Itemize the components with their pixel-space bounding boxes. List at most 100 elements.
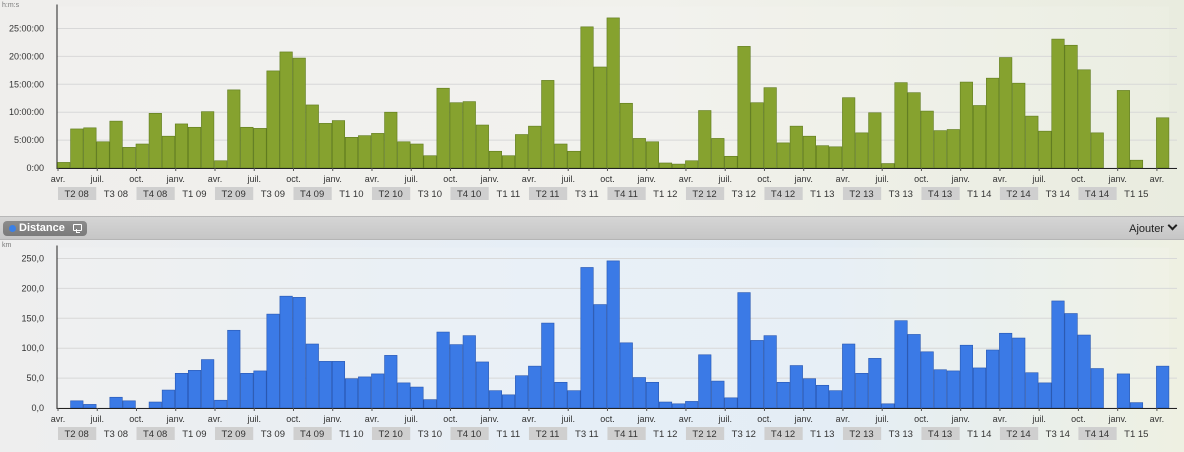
duration-month-label: oct. — [443, 174, 458, 184]
distance-bar — [907, 334, 921, 409]
duration-month-label: avr. — [208, 174, 223, 184]
duration-quarter-label: T1 11 — [497, 189, 521, 200]
duration-quarter-label: T1 14 — [967, 189, 991, 200]
add-button[interactable]: Ajouter — [1129, 220, 1178, 236]
distance-bar — [933, 369, 947, 409]
duration-bar — [449, 102, 463, 169]
distance-bar — [737, 292, 751, 409]
distance-bar — [358, 376, 372, 409]
distance-bar — [174, 373, 189, 409]
distance-bar — [750, 340, 764, 409]
duration-bar — [1025, 115, 1039, 169]
distance-month-label: avr. — [993, 414, 1008, 424]
duration-bar — [1129, 159, 1144, 169]
distance-bar — [711, 380, 725, 409]
duration-month-label: oct. — [286, 174, 301, 184]
duration-bar — [488, 150, 503, 169]
duration-month-label: janv. — [323, 174, 342, 184]
distance-month-label: juil. — [560, 414, 575, 424]
duration-bar — [933, 130, 947, 169]
duration-month-label: oct. — [757, 174, 772, 184]
duration-bar-chart[interactable]: 0:00 5:00:00 10:00:00 15:00:00 20:00:00 25:00… — [0, 0, 1184, 216]
duration-quarter-label: T3 11 — [575, 189, 599, 200]
duration-month-label: juil. — [560, 174, 575, 184]
distance-bar — [946, 370, 960, 409]
distance-bar — [763, 335, 777, 409]
distance-bar-chart[interactable]: 0,0 50,0 100,0 150,0 200,0 250,0 avr. juil. oct.… — [0, 240, 1184, 452]
duration-quarter-label: T2 13 — [849, 189, 873, 200]
duration-bar — [776, 142, 790, 169]
duration-quarter-band — [528, 187, 568, 200]
distance-quarter-band — [1078, 427, 1117, 440]
distance-quarter-band — [214, 427, 254, 440]
duration-bar — [528, 125, 542, 169]
distance-quarter-band — [58, 427, 97, 440]
distance-bar — [397, 382, 411, 409]
distance-month-label: janv. — [637, 414, 656, 424]
distance-quarter-band — [293, 427, 332, 440]
duration-bar — [606, 17, 620, 169]
duration-y-tick-label: 10:00:00 — [9, 107, 44, 117]
duration-quarter-label: T1 10 — [339, 189, 363, 200]
distance-bar — [789, 365, 803, 409]
distance-bar — [515, 375, 529, 409]
duration-quarter-label: T1 12 — [653, 189, 677, 200]
distance-bar — [1064, 313, 1078, 409]
duration-bar — [698, 110, 712, 169]
distance-quarter-label: T1 10 — [339, 429, 363, 440]
distance-bar — [829, 390, 843, 409]
distance-bar — [410, 386, 424, 409]
duration-month-label: oct. — [914, 174, 929, 184]
duration-bar — [292, 57, 306, 169]
duration-bar — [174, 123, 189, 169]
distance-bar — [227, 329, 241, 409]
distance-month-label: janv. — [480, 414, 499, 424]
distance-bar — [345, 378, 359, 409]
duration-quarter-label: T4 13 — [928, 189, 952, 200]
distance-y-tick-label: 150,0 — [21, 313, 44, 323]
duration-bar — [541, 80, 555, 169]
distance-quarter-label: T2 11 — [536, 429, 560, 440]
duration-month-label: janv. — [1107, 174, 1126, 184]
duration-month-label: avr. — [993, 174, 1008, 184]
duration-quarter-label: T3 12 — [732, 189, 756, 200]
metric-selector-button[interactable]: Distance — [3, 221, 87, 236]
duration-bar — [70, 128, 84, 169]
duration-bar — [1038, 130, 1052, 169]
duration-quarter-band — [764, 187, 803, 200]
duration-quarter-band — [136, 187, 175, 200]
distance-bar — [1156, 365, 1170, 409]
distance-y-tick-label: 100,0 — [21, 343, 44, 353]
distance-quarter-label: T3 09 — [261, 429, 285, 440]
duration-bar — [619, 102, 633, 169]
distance-bar — [1051, 300, 1065, 409]
duration-month-label: juil. — [717, 174, 732, 184]
duration-month-label: avr. — [522, 174, 537, 184]
duration-bar — [83, 127, 97, 169]
duration-bar — [305, 104, 319, 169]
duration-quarter-band — [607, 187, 646, 200]
duration-month-label: juil. — [403, 174, 418, 184]
duration-month-label: oct. — [1071, 174, 1086, 184]
distance-bar — [724, 397, 738, 409]
duration-quarter-label: T2 11 — [536, 189, 560, 200]
distance-bar — [331, 361, 346, 409]
distance-y-tick-label: 50,0 — [26, 373, 44, 383]
distance-bar — [986, 349, 1000, 409]
distance-quarter-band — [999, 427, 1039, 440]
duration-y-tick-label: 15:00:00 — [9, 79, 44, 89]
distance-bar — [632, 377, 646, 409]
distance-month-label: juil. — [89, 414, 104, 424]
duration-month-label: avr. — [679, 174, 694, 184]
duration-bar — [972, 105, 987, 169]
distance-bar — [292, 297, 306, 409]
duration-quarter-label: T4 10 — [457, 189, 481, 200]
duration-bar — [554, 143, 568, 169]
duration-bar — [122, 147, 136, 169]
distance-quarter-band — [921, 427, 960, 440]
distance-bar — [959, 344, 973, 409]
distance-bar — [188, 370, 202, 409]
duration-bar — [959, 81, 973, 169]
distance-quarter-label: T2 12 — [692, 429, 716, 440]
duration-bar — [802, 135, 816, 169]
